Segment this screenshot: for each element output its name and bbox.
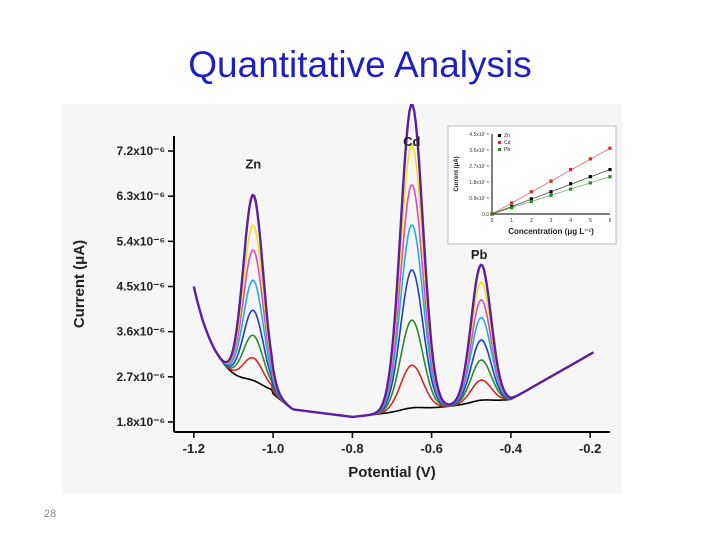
inset-legend-label: Zn — [504, 133, 510, 139]
inset-data-point — [569, 187, 573, 191]
inset-data-point — [588, 157, 592, 161]
inset-data-point — [608, 146, 612, 150]
inset-calibration-chart: 0 1 2 3 4 5 6 0.0 0.9x10⁻⁶ 1.8x10⁻⁶ 2.7x10⁻⁶ 3.6x10… — [447, 125, 617, 245]
inset-data-point — [549, 190, 553, 194]
inset-x-tick-label: 1 — [510, 218, 513, 224]
inset-data-point — [510, 206, 514, 210]
inset-y-tick-label: 4.5x10⁻⁶ — [469, 132, 489, 138]
inset-data-point — [529, 197, 533, 201]
inset-data-point — [608, 175, 612, 179]
slide-number: 28 — [44, 508, 57, 520]
inset-data-point — [529, 199, 533, 204]
x-tick-label: -0.2 — [579, 441, 601, 456]
inset-data-point — [490, 212, 494, 216]
voltammogram-figure: 1.8x10⁻⁶ 2.7x10⁻⁶ 3.6x10⁻⁶ 4.5x10⁻⁶ 5.4x10⁻⁶… — [62, 104, 622, 494]
inset-x-tick-label: 6 — [609, 218, 612, 224]
inset-y-tick-label: 0.0 — [482, 212, 489, 218]
x-tick-label: -0.4 — [500, 441, 523, 456]
inset-legend-marker — [498, 141, 501, 144]
inset-y-tick-label: 2.7x10⁻⁶ — [469, 164, 489, 170]
y-tick-label: 6.3x10⁻⁶ — [116, 189, 165, 203]
inset-data-point — [510, 201, 514, 205]
curve-series-7 — [192, 104, 594, 419]
y-axis-label: Current (μA) — [71, 240, 88, 328]
inset-x-tick-label: 4 — [569, 218, 572, 224]
peak-label: Cd — [403, 134, 420, 149]
inset-data-point — [588, 181, 592, 185]
inset-legend-marker — [498, 148, 501, 151]
inset-data-point — [549, 179, 553, 183]
y-tick-label: 7.2x10⁻⁶ — [116, 144, 165, 158]
inset-x-tick-label: 5 — [589, 218, 592, 224]
voltammogram-chart: 1.8x10⁻⁶ 2.7x10⁻⁶ 3.6x10⁻⁶ 4.5x10⁻⁶ 5.4x10⁻⁶… — [71, 104, 617, 481]
x-axis-label: Potential (V) — [348, 464, 436, 481]
inset-data-point — [608, 167, 612, 172]
inset-x-tick-label: 3 — [550, 218, 553, 224]
inset-data-point — [529, 190, 533, 194]
inset-data-point — [588, 175, 592, 179]
inset-legend-label: Cd — [504, 140, 511, 146]
inset-data-point — [569, 182, 573, 186]
inset-legend-marker — [498, 134, 501, 137]
inset-x-tick-label: 2 — [530, 218, 533, 224]
inset-y-tick-label: 1.8x10⁻⁶ — [469, 180, 489, 186]
y-tick-label: 4.5x10⁻⁶ — [116, 280, 165, 294]
inset-legend-label: Pb — [504, 147, 510, 153]
x-tick-label: -1.0 — [262, 441, 284, 456]
y-tick-label: 5.4x10⁻⁶ — [116, 234, 165, 248]
slide-title: Quantitative Analysis — [188, 44, 532, 85]
inset-x-axis-label: Concentration (μg L⁻¹) — [508, 227, 594, 236]
inset-data-point — [549, 193, 553, 197]
x-tick-label: -0.6 — [420, 441, 442, 456]
voltammogram-curves — [192, 104, 594, 419]
x-tick-label: -1.2 — [183, 441, 205, 456]
peak-label: Pb — [471, 247, 488, 262]
y-tick-label: 2.7x10⁻⁶ — [116, 370, 165, 384]
x-tick-label: -0.8 — [341, 441, 363, 456]
y-tick-label: 1.8x10⁻⁶ — [116, 415, 165, 429]
inset-y-axis-label: Current (μA) — [454, 156, 460, 191]
inset-y-tick-label: 3.6x10⁻⁶ — [469, 148, 489, 154]
inset-x-tick-label: 0 — [491, 218, 494, 224]
inset-background — [447, 125, 617, 245]
peak-label: Zn — [245, 157, 261, 172]
inset-data-point — [569, 167, 573, 172]
y-tick-label: 3.6x10⁻⁶ — [116, 325, 165, 339]
inset-y-tick-label: 0.9x10⁻⁶ — [469, 196, 489, 202]
